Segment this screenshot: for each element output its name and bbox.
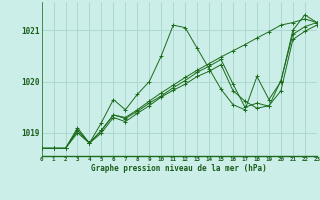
X-axis label: Graphe pression niveau de la mer (hPa): Graphe pression niveau de la mer (hPa) — [91, 164, 267, 173]
